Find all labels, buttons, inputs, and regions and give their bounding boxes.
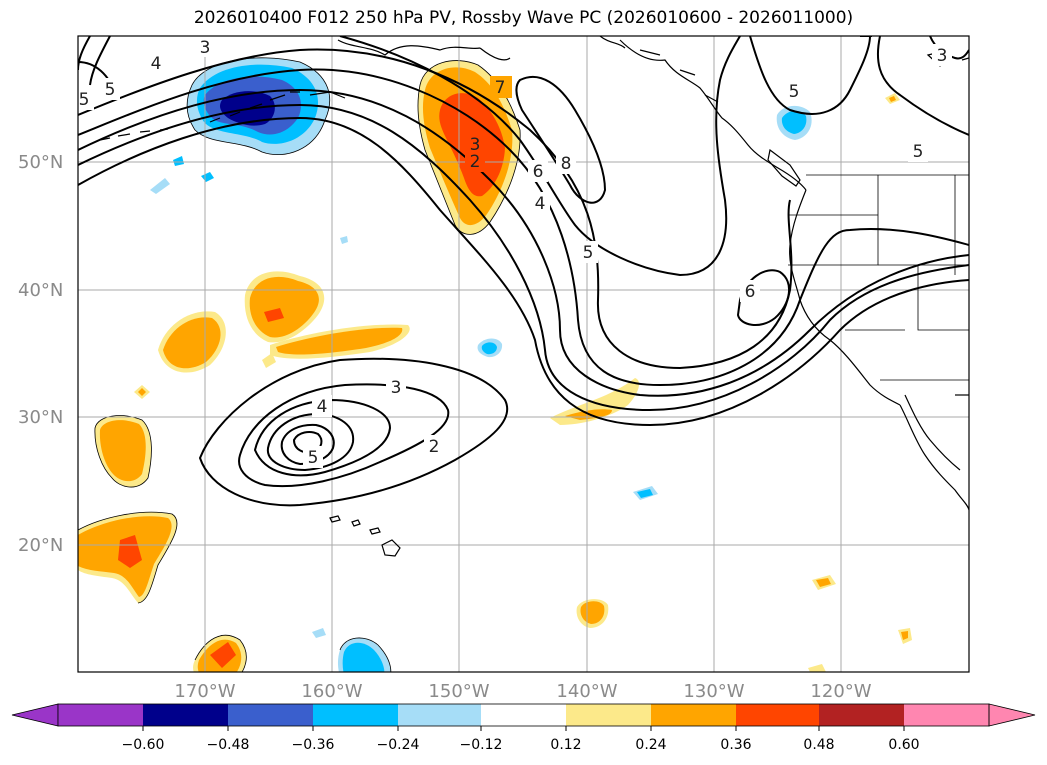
lat-label: 30°N — [18, 407, 63, 428]
map-title: 2026010400 F012 250 hPa PV, Rossby Wave … — [193, 8, 854, 28]
colorbar-extend-min — [11, 703, 59, 727]
contour-label: 5 — [789, 82, 800, 102]
contour-label: 5 — [105, 80, 116, 100]
colorbar-segment — [58, 704, 143, 726]
colorbar-tick-label: 0.60 — [888, 737, 919, 753]
colorbar-segment — [736, 704, 819, 726]
colorbar-segment — [651, 704, 736, 726]
contour-label: 6 — [533, 162, 544, 182]
latitude-labels: 50°N 40°N 30°N 20°N — [18, 152, 63, 556]
lon-label: 150°W — [428, 681, 489, 702]
lon-label: 130°W — [683, 681, 744, 702]
lat-label: 20°N — [18, 535, 63, 556]
contour-label: 4 — [535, 194, 546, 214]
contour-label: 5 — [913, 142, 924, 162]
colorbar-segment — [313, 704, 398, 726]
contour-label: 3 — [391, 378, 402, 398]
contour-label: 8 — [561, 154, 572, 174]
contour-label: 3 — [937, 46, 948, 66]
contour-label: 4 — [317, 397, 328, 417]
longitude-labels: 170°W 160°W 150°W 140°W 130°W 120°W — [174, 681, 871, 702]
colorbar-extend-max — [988, 703, 1036, 727]
map-frame — [77, 35, 970, 673]
political-borders — [788, 174, 969, 381]
colorbar-segment — [819, 704, 904, 726]
colorbar-tick-label: −0.12 — [460, 737, 503, 753]
contour-label: 6 — [745, 282, 756, 302]
colorbar-segment — [481, 704, 566, 726]
colorbar-tick-label: −0.36 — [292, 737, 335, 753]
contour-label: 2 — [429, 437, 440, 457]
contour-labels: 3 5 4 7 3 2 6 8 4 5 6 5 3 4 — [78, 36, 952, 468]
lon-label: 170°W — [174, 681, 235, 702]
colorbar-segment — [904, 704, 989, 726]
colorbar-tick-label: 0.36 — [720, 737, 751, 753]
contour-label: 2 — [470, 152, 481, 172]
colorbar-tick-label: 0.24 — [635, 737, 666, 753]
colorbar-tick-label: −0.60 — [122, 737, 165, 753]
lat-label: 50°N — [18, 152, 63, 173]
colorbar-tick-label: 0.12 — [550, 737, 581, 753]
contour-label: 7 — [495, 78, 506, 98]
lon-label: 120°W — [810, 681, 871, 702]
colorbar: −0.60 −0.48 −0.36 −0.24 −0.12 0.12 0.24 … — [11, 703, 1036, 753]
colorbar-tick-label: −0.24 — [377, 737, 420, 753]
contour-label: 4 — [151, 54, 162, 74]
contour-label: 5 — [79, 90, 90, 110]
graticule — [78, 36, 969, 672]
lon-label: 140°W — [556, 681, 617, 702]
lon-label: 160°W — [301, 681, 362, 702]
contour-label: 5 — [308, 448, 319, 468]
colorbar-segment — [143, 704, 228, 726]
contour-label: 3 — [470, 135, 481, 155]
colorbar-segment — [228, 704, 313, 726]
fill-outlines — [78, 57, 521, 672]
lat-label: 40°N — [18, 280, 63, 301]
colorbar-segment — [566, 704, 651, 726]
colorbar-tick-label: −0.48 — [207, 737, 250, 753]
contour-label: 5 — [583, 243, 594, 263]
colorbar-segment — [398, 704, 481, 726]
contour-label: 3 — [200, 38, 211, 58]
colorbar-tick-label: 0.48 — [803, 737, 834, 753]
